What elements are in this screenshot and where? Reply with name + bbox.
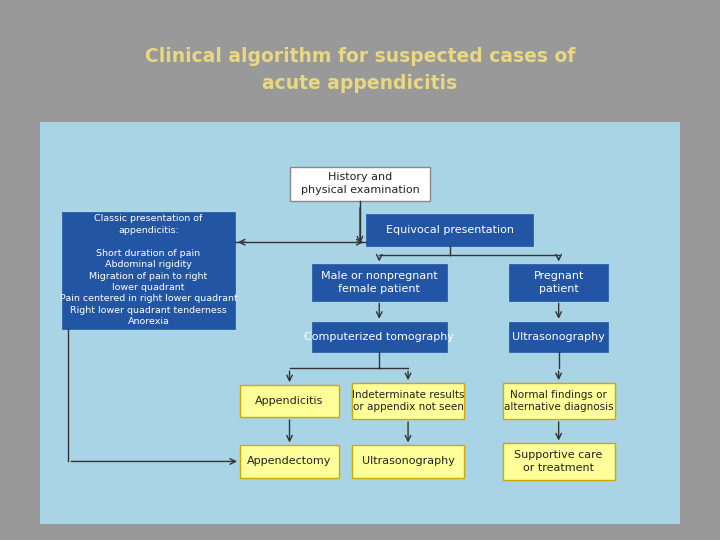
Text: History and
physical examination: History and physical examination <box>301 172 419 195</box>
Text: Male or nonpregnant
female patient: Male or nonpregnant female patient <box>321 271 438 294</box>
FancyBboxPatch shape <box>503 443 615 480</box>
FancyBboxPatch shape <box>62 212 235 329</box>
FancyBboxPatch shape <box>240 385 339 417</box>
FancyBboxPatch shape <box>509 264 608 301</box>
FancyBboxPatch shape <box>503 383 615 419</box>
Text: Appendicitis: Appendicitis <box>256 396 324 406</box>
FancyBboxPatch shape <box>509 322 608 352</box>
FancyBboxPatch shape <box>240 446 339 477</box>
Text: Indeterminate results
or appendix not seen: Indeterminate results or appendix not se… <box>352 390 464 413</box>
Text: Normal findings or
alternative diagnosis: Normal findings or alternative diagnosis <box>504 390 613 413</box>
Text: acute appendicitis: acute appendicitis <box>262 74 458 93</box>
Text: Ultrasonography: Ultrasonography <box>361 456 454 467</box>
Text: Pregnant
patient: Pregnant patient <box>534 271 584 294</box>
Text: Equivocal presentation: Equivocal presentation <box>386 225 513 235</box>
FancyBboxPatch shape <box>352 383 464 419</box>
FancyBboxPatch shape <box>312 264 446 301</box>
FancyBboxPatch shape <box>289 167 431 201</box>
FancyBboxPatch shape <box>366 214 533 246</box>
FancyBboxPatch shape <box>352 446 464 477</box>
FancyBboxPatch shape <box>312 322 446 352</box>
Text: Computerized tomography: Computerized tomography <box>305 332 454 342</box>
Text: Appendectomy: Appendectomy <box>248 456 332 467</box>
FancyBboxPatch shape <box>40 122 680 524</box>
Text: Classic presentation of
appendicitis:

Short duration of pain
Abdominal rigidity: Classic presentation of appendicitis: Sh… <box>60 214 238 326</box>
Text: Supportive care
or treatment: Supportive care or treatment <box>515 450 603 473</box>
Text: Ultrasonography: Ultrasonography <box>512 332 605 342</box>
Text: Clinical algorithm for suspected cases of: Clinical algorithm for suspected cases o… <box>145 47 575 66</box>
